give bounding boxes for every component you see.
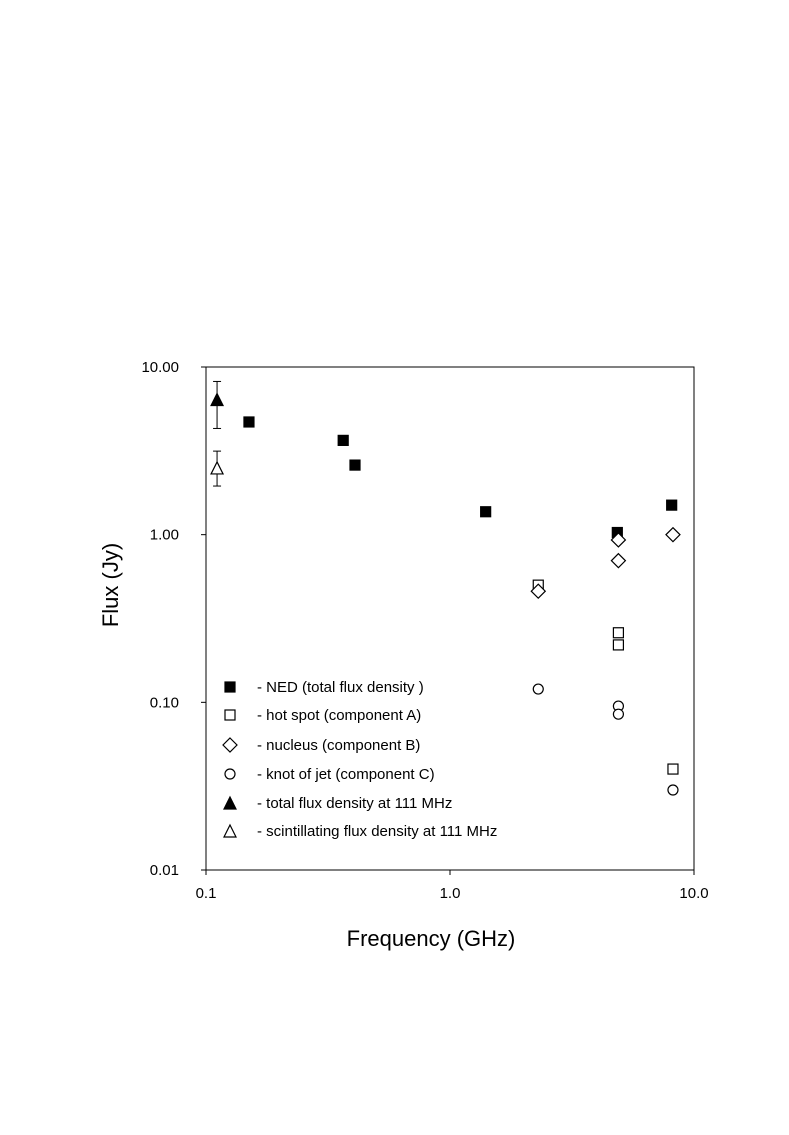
filled-square-marker	[337, 434, 349, 446]
open-square-marker	[612, 627, 625, 639]
open-triangle-marker	[210, 460, 225, 475]
legend-entry-label: - nucleus (component B)	[257, 737, 420, 754]
open-diamond-marker	[610, 552, 627, 569]
tick-labels: 0.1 1.0 10.0 0.01 0.10 1.00 10.00	[141, 359, 708, 902]
legend-entry-label: - knot of jet (component C)	[257, 766, 435, 783]
legend-open-circle-symbol	[224, 768, 236, 780]
filled-square-marker	[480, 506, 492, 518]
legend-entry-label: - total flux density at 111 MHz	[257, 795, 452, 812]
y-tick-label: 1.00	[150, 527, 179, 544]
y-tick-label: 0.10	[150, 694, 179, 711]
y-tick-label: 10.00	[141, 359, 179, 376]
open-circle-marker	[612, 708, 625, 720]
y-axis-title: Flux (Jy)	[98, 543, 123, 627]
legend-open-square-symbol	[224, 709, 236, 721]
filled-square-marker	[666, 499, 678, 511]
open-square-marker	[667, 763, 679, 775]
open-square-marker	[612, 639, 625, 651]
legend: - NED (total flux density ) - hot spot (c…	[222, 679, 497, 840]
filled-square-marker	[349, 459, 361, 471]
legend-filled-square-symbol	[224, 681, 236, 693]
open-diamond-marker	[530, 583, 547, 600]
x-axis-title: Frequency (GHz)	[347, 926, 516, 951]
open-diamond-marker	[610, 532, 627, 548]
y-tick-label: 0.01	[150, 862, 179, 879]
x-tick-label: 0.1	[196, 885, 217, 902]
filled-triangle-marker	[210, 392, 225, 407]
legend-open-triangle-symbol	[223, 823, 237, 838]
legend-entry-label: - scintillating flux density at 111 MHz	[257, 823, 497, 840]
open-diamond-marker	[665, 526, 681, 543]
data-marks	[210, 380, 681, 796]
x-tick-label: 10.0	[679, 885, 708, 902]
legend-entry-label: - hot spot (component A)	[257, 707, 421, 724]
filled-square-marker	[243, 416, 255, 428]
legend-filled-triangle-symbol	[223, 795, 237, 810]
open-circle-marker	[667, 784, 679, 796]
legend-open-diamond-symbol	[222, 737, 238, 753]
legend-entry-label: - NED (total flux density )	[257, 679, 424, 696]
axis-ticks	[201, 366, 695, 875]
x-tick-label: 1.0	[440, 885, 461, 902]
open-circle-marker	[532, 683, 544, 695]
